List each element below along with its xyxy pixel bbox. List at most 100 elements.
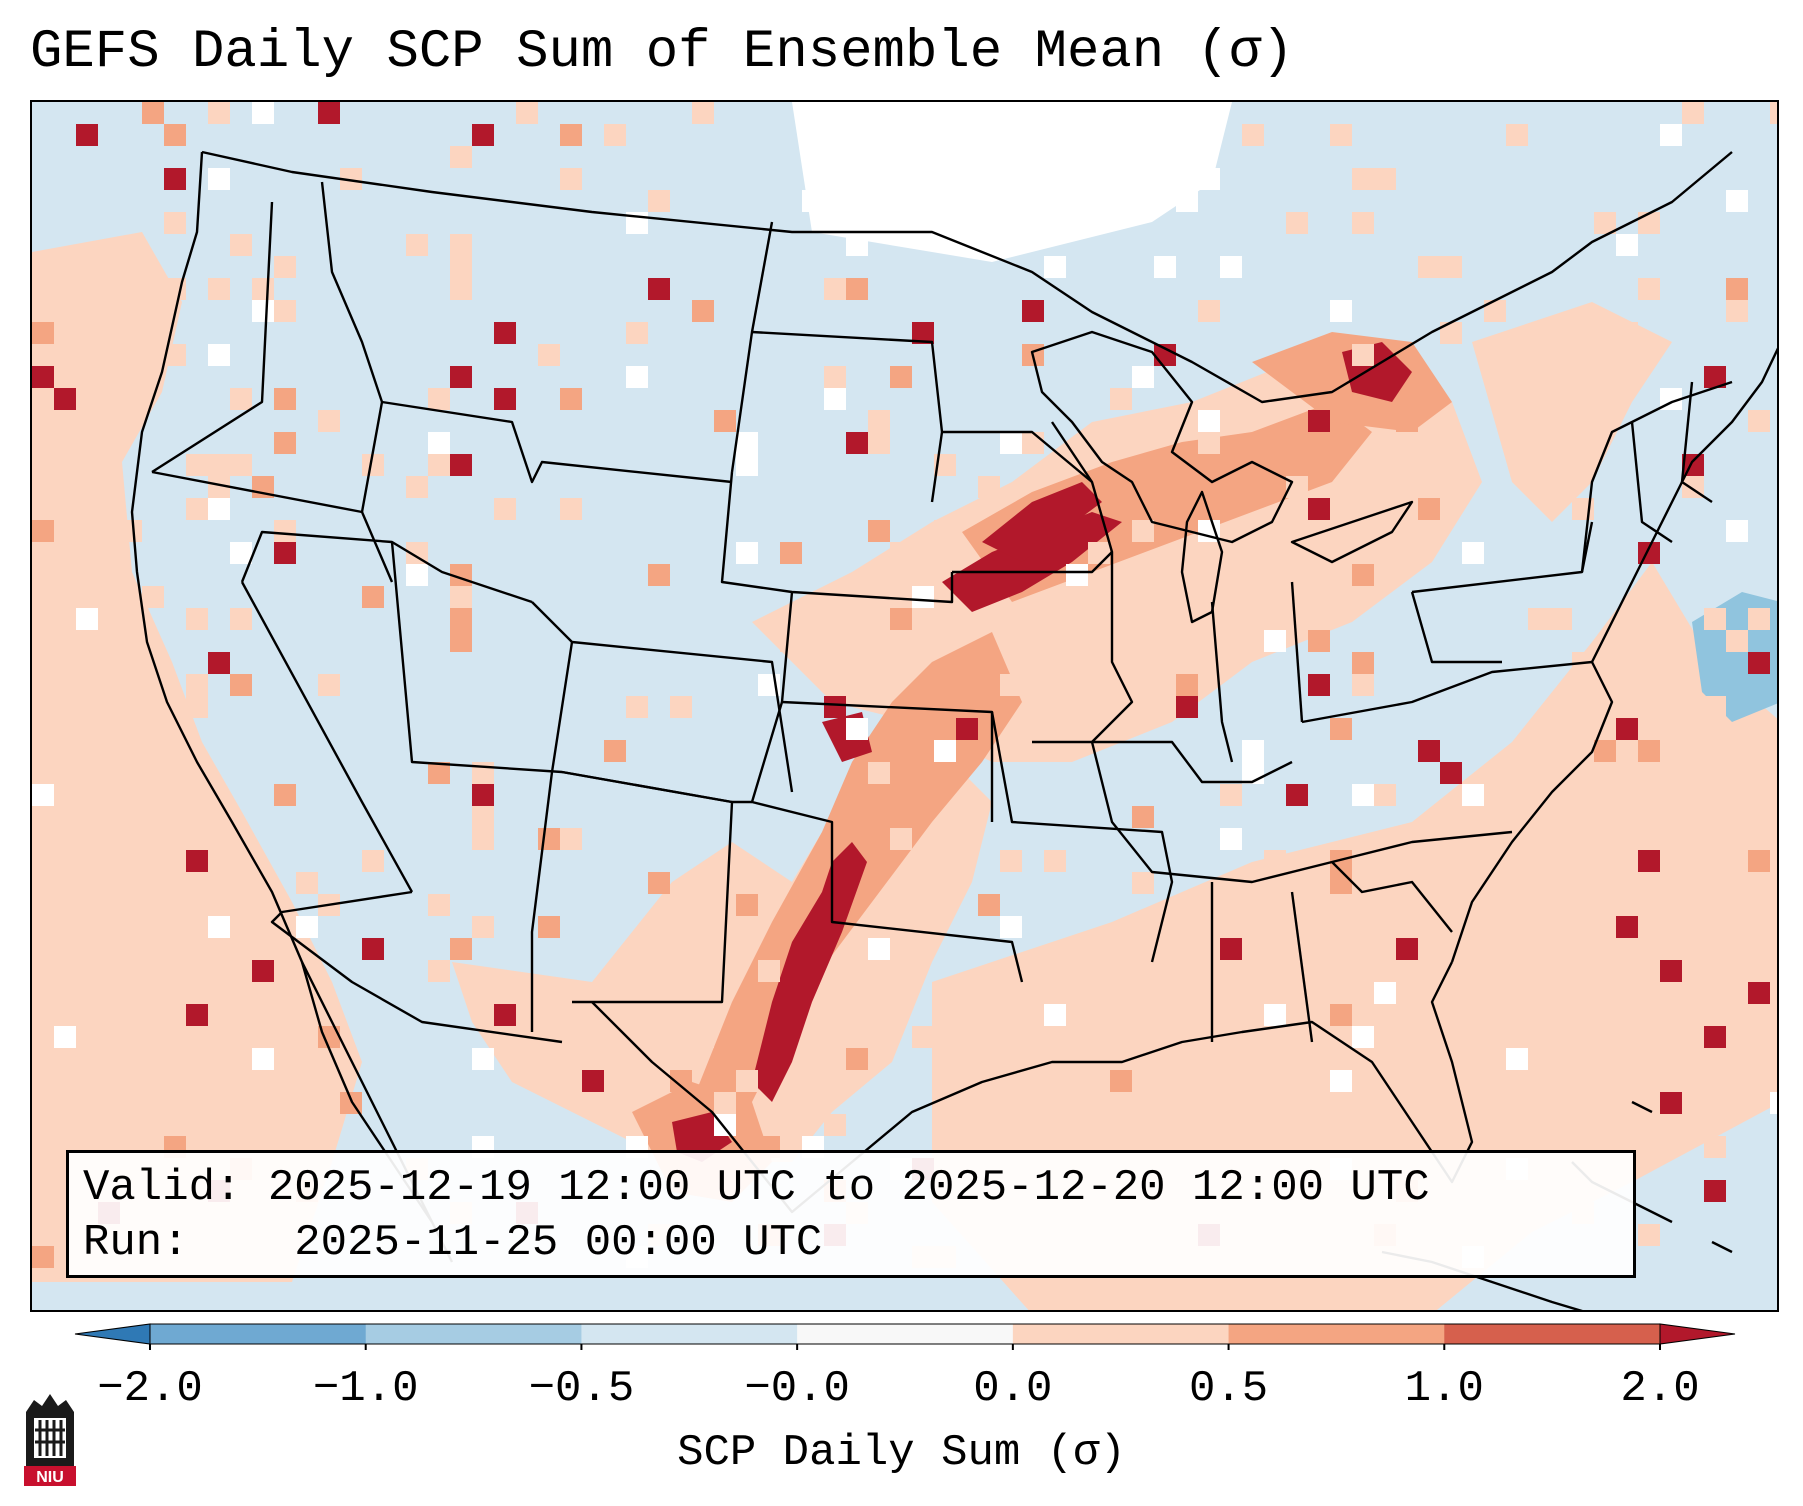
field-cell [1682,784,1704,806]
field-cell [1748,652,1770,674]
field-cell [472,784,494,806]
field-cell [296,1114,318,1136]
field-cell [648,278,670,300]
colorbar-bin [150,1324,367,1344]
field-cell [1550,608,1572,630]
field-cell [1418,256,1440,278]
field-cell [538,916,560,938]
field-cell [846,718,868,740]
field-cell [824,388,846,410]
valid-label: Valid: [83,1163,242,1213]
field-cell [736,542,758,564]
field-cell [1638,850,1660,872]
field-cell [912,1026,934,1048]
field-cell [1176,960,1198,982]
field-cell [1704,608,1726,630]
field-cell [1330,872,1352,894]
field-cell [32,784,54,806]
field-cell [186,1004,208,1026]
field-cell [1682,102,1704,124]
field-cell [1748,850,1770,872]
field-cell [450,278,472,300]
field-cell [1682,1048,1704,1070]
state-line [750,221,774,333]
field-cell [142,344,164,366]
scp-light-layer [32,102,1777,1310]
field-cell [164,168,186,190]
canada-us-border [201,150,1733,404]
field-cell [76,344,98,366]
field-cell [450,454,472,476]
field-cell [978,894,1000,916]
field-cell [1330,124,1352,146]
field-cell [1088,1114,1110,1136]
field-cell [1374,872,1396,894]
field-cell [54,498,76,520]
field-cell [560,124,582,146]
field-cell [472,124,494,146]
field-cell [98,872,120,894]
colorbar [74,1323,1736,1350]
state-line [381,400,733,484]
field-cell [208,652,230,674]
field-cell [1594,410,1616,432]
field-cell [824,366,846,388]
field-cell [1154,256,1176,278]
field-cell [846,432,868,454]
colorbar-bin [797,1324,1014,1344]
colorbar-tick-label: 2.0 [1620,1364,1700,1414]
field-cell [1308,674,1330,696]
field-cell [318,1026,340,1048]
field-cell [648,564,670,586]
field-cell [1352,674,1374,696]
field-cell [1330,718,1352,740]
field-cell [1000,674,1022,696]
state-line [561,770,734,1004]
midwest-dark-band [942,512,1122,612]
field-cell [1704,1180,1726,1202]
field-cell [560,828,582,850]
field-cell [318,410,340,432]
logo-text: NIU [36,1469,64,1486]
field-cell [32,322,54,344]
field-cell [780,630,802,652]
field-cell [1660,124,1682,146]
field-cell [1132,520,1154,542]
state-line [1210,601,1234,763]
valid-range: 2025-12-19 12:00 UTC to 2025-12-20 12:00… [267,1163,1430,1213]
field-cell [406,476,428,498]
field-cell [868,410,890,432]
field-cell [582,1070,604,1092]
field-cell [186,960,208,982]
field-cell [450,608,472,630]
field-cell [890,828,912,850]
field-cell [846,1048,868,1070]
field-cell [1044,168,1066,190]
state-line [1580,380,1733,573]
colorbar-tick-label: −0.5 [528,1364,635,1414]
field-cell [692,1026,714,1048]
field-cell [1352,652,1374,674]
field-cell [1220,828,1242,850]
colorbar-tick-label: −0.0 [744,1364,850,1414]
field-cell [780,542,802,564]
field-cell [560,388,582,410]
iowa-dark-patch [982,482,1102,562]
field-cell [1242,586,1264,608]
state-line [730,330,944,503]
field-cell [890,542,912,564]
field-cell [428,762,450,784]
field-cell [868,168,890,190]
field-cell [1242,124,1264,146]
field-cell [76,608,98,630]
field-cell [1528,1048,1550,1070]
field-cell [1220,916,1242,938]
field-cell [912,190,934,212]
field-cell [1748,872,1770,894]
field-cell [1594,740,1616,762]
field-cell [1110,388,1132,410]
colorbar-bin [1444,1324,1661,1344]
field-cell [868,432,890,454]
field-cell [76,850,98,872]
field-cell [472,828,494,850]
